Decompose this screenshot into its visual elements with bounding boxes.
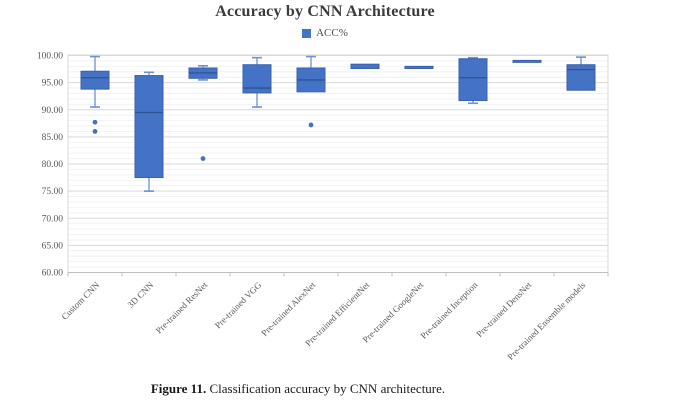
- x-category-label: Pre-trained AlexNet: [259, 279, 317, 337]
- box: [404, 65, 434, 70]
- figure-caption: Figure 11. Classification accuracy by CN…: [0, 381, 596, 397]
- x-category-label: Pre-trained GoogleNet: [361, 279, 426, 344]
- boxplot-chart: 60.00 65.00 70.00 75.00 80.00 85.00 90.00 95.00…: [37, 52, 609, 362]
- outlier-point: [308, 122, 314, 128]
- x-category-label: Pre-trained ResNet: [154, 279, 210, 335]
- box: [566, 64, 596, 91]
- y-tick-label: 70.00: [42, 214, 64, 224]
- box: [242, 64, 272, 94]
- figure-caption-text: Classification accuracy by CNN architect…: [206, 381, 446, 396]
- figure-caption-label: Figure 11.: [150, 381, 207, 396]
- outlier-point: [92, 129, 98, 134]
- legend-swatch-icon: [302, 28, 312, 38]
- chart-legend: ACC%: [0, 27, 650, 39]
- outlier-point: [200, 156, 206, 161]
- box: [134, 75, 164, 179]
- y-tick-label: 65.00: [42, 241, 64, 251]
- box: [80, 70, 110, 90]
- y-tick-label: 100.00: [37, 52, 63, 62]
- x-category-label: Pre-trained VGG: [213, 279, 264, 330]
- y-tick-label: 85.00: [42, 133, 64, 143]
- box: [350, 63, 380, 70]
- y-tick-label: 60.00: [42, 269, 64, 279]
- legend-label-acc: ACC%: [316, 27, 348, 39]
- x-category-label: Pre-trained Inception: [418, 279, 479, 340]
- y-tick-label: 90.00: [42, 106, 64, 116]
- y-tick-label: 75.00: [42, 187, 64, 197]
- x-category-label: Custom CNN: [60, 279, 102, 321]
- outlier-point: [92, 119, 98, 125]
- y-tick-label: 95.00: [42, 79, 64, 89]
- box: [458, 58, 488, 102]
- x-category-label: Pre-trained DensNet: [474, 279, 534, 339]
- x-category-label: 3D CNN: [126, 279, 156, 309]
- y-tick-label: 80.00: [42, 160, 64, 170]
- chart-title: Accuracy by CNN Architecture: [215, 3, 435, 20]
- box: [512, 59, 542, 63]
